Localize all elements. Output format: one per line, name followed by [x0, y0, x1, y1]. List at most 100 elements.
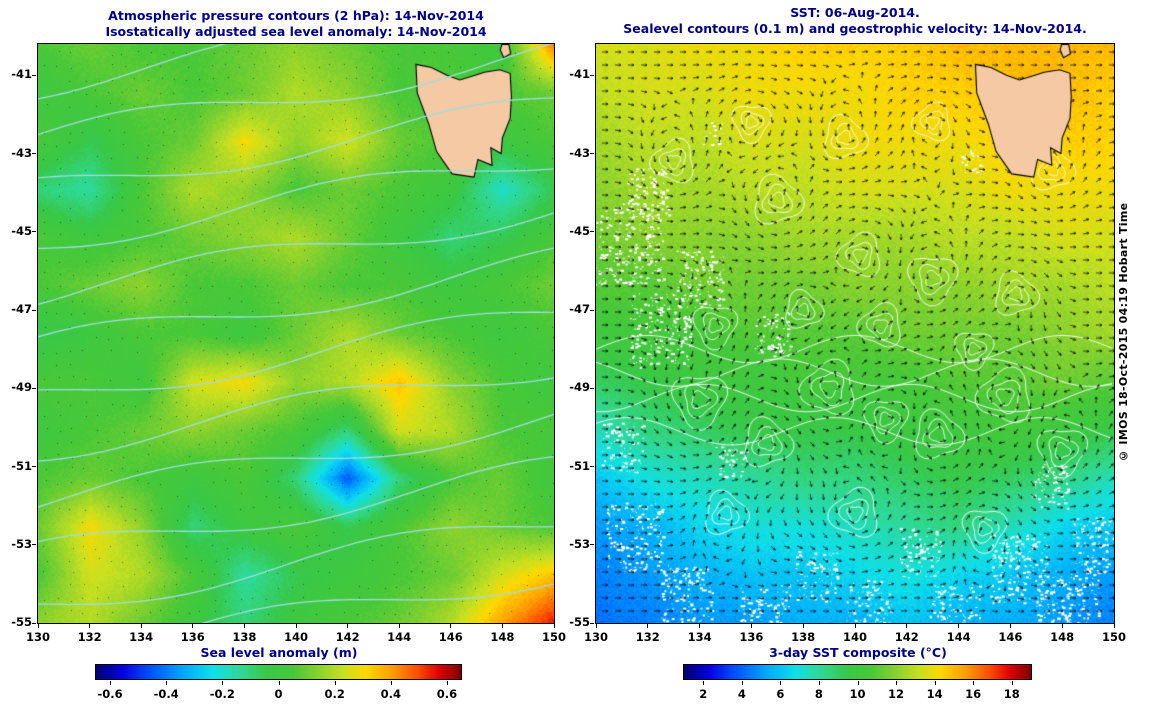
lat-tick-label: -49 — [569, 380, 590, 395]
lon-tick-label: 140 — [283, 630, 309, 644]
lon-tick — [243, 624, 245, 628]
lon-tick-label: 134 — [687, 630, 712, 644]
lon-tick-label: 142 — [894, 630, 919, 644]
lon-tick-label: 144 — [387, 630, 412, 644]
lon-tick-label: 132 — [77, 630, 102, 644]
lat-tick-label: -53 — [569, 536, 590, 551]
lat-tick — [590, 153, 594, 155]
lon-tick — [140, 624, 142, 628]
colorbar-tick-label: 4 — [737, 687, 746, 701]
colorbar-tick-label: 14 — [926, 687, 943, 701]
colorbar-tick-label: 16 — [965, 687, 982, 701]
lat-tick-label: -41 — [569, 67, 590, 82]
left-title-line1: Atmospheric pressure contours (2 hPa): 1… — [108, 8, 484, 23]
lon-tick — [398, 624, 400, 628]
lon-tick — [802, 624, 804, 628]
lat-tick-label: -41 — [11, 67, 32, 82]
colorbar-tick — [334, 681, 336, 685]
colorbar-tick — [390, 681, 392, 685]
lon-tick-label: 146 — [438, 630, 463, 644]
right-title-line1: SST: 06-Aug-2014. — [790, 5, 920, 20]
lon-tick-label: 136 — [739, 630, 764, 644]
lon-tick-label: 144 — [946, 630, 971, 644]
lat-tick — [32, 466, 36, 467]
lat-tick-label: -45 — [569, 223, 590, 238]
right-map-canvas — [595, 43, 1115, 624]
lat-tick-label: -49 — [11, 380, 32, 395]
colorbar-tick — [110, 681, 112, 685]
lon-tick — [37, 624, 39, 628]
lat-tick — [32, 153, 36, 155]
colorbar-tick-label: 0.2 — [324, 687, 345, 701]
right-colorbar-canvas — [683, 664, 1032, 680]
colorbar-tick — [973, 681, 975, 685]
lon-tick-label: 140 — [842, 630, 868, 644]
lat-tick — [32, 74, 36, 76]
lat-tick-label: -51 — [569, 458, 590, 473]
lat-tick-label: -55 — [11, 615, 32, 629]
lon-tick-label: 130 — [583, 630, 609, 644]
lon-tick-label: 138 — [791, 630, 816, 644]
lon-tick — [750, 624, 752, 628]
lon-tick — [501, 624, 503, 628]
right-colorbar-label: 3-day SST composite (°C) — [769, 645, 947, 660]
lon-tick-label: 132 — [635, 630, 660, 644]
lat-tick — [590, 544, 594, 546]
lon-tick-label: 150 — [1101, 630, 1127, 644]
colorbar-tick-label: 8 — [814, 687, 823, 701]
lon-tick-label: 148 — [490, 630, 515, 644]
imos-watermark: © IMOS 18-Oct-2015 04:19 Hobart Time — [1117, 202, 1130, 463]
lon-tick-label: 138 — [232, 630, 257, 644]
left-colorbar-label: Sea level anomaly (m) — [200, 645, 358, 660]
left-map-canvas — [37, 43, 555, 624]
colorbar-tick-label: 0.6 — [436, 687, 458, 701]
lon-tick — [347, 624, 349, 628]
lat-tick — [32, 231, 36, 233]
right-title-line2: Sealevel contours (0.1 m) and geostrophi… — [623, 21, 1087, 36]
lat-tick — [32, 544, 36, 546]
lon-tick — [647, 624, 649, 628]
lon-tick — [595, 624, 597, 628]
colorbar-tick — [780, 681, 782, 685]
colorbar-tick — [222, 681, 224, 685]
lon-tick-label: 148 — [1050, 630, 1075, 644]
lat-tick — [590, 309, 594, 311]
lat-tick-label: -47 — [569, 302, 590, 317]
lon-tick — [192, 624, 194, 628]
lon-tick — [1061, 624, 1063, 628]
lon-tick-label: 142 — [335, 630, 360, 644]
lon-tick — [958, 624, 960, 628]
lat-tick — [590, 231, 594, 233]
lat-tick-label: -51 — [11, 458, 32, 473]
left-title-line2: Isostatically adjusted sea level anomaly… — [105, 24, 487, 39]
colorbar-tick — [446, 681, 448, 685]
lat-tick-label: -55 — [569, 615, 590, 629]
colorbar-tick-label: 12 — [888, 687, 905, 701]
lon-tick-label: 146 — [998, 630, 1023, 644]
lat-tick-label: -53 — [11, 536, 32, 551]
colorbar-tick — [741, 681, 743, 685]
colorbar-tick — [166, 681, 168, 685]
lon-tick — [1113, 624, 1115, 628]
lat-tick — [590, 466, 594, 467]
lon-tick — [295, 624, 297, 628]
colorbar-tick-label: -0.6 — [97, 687, 123, 701]
lon-tick — [553, 624, 555, 628]
colorbar-tick — [703, 681, 705, 685]
colorbar-tick-label: -0.4 — [153, 687, 179, 701]
colorbar-tick-label: 0 — [274, 687, 283, 701]
colorbar-tick — [934, 681, 936, 685]
colorbar-tick — [818, 681, 820, 685]
colorbar-tick-label: 18 — [1003, 687, 1020, 701]
colorbar-tick — [896, 681, 898, 685]
colorbar-tick — [1011, 681, 1013, 685]
colorbar-tick — [278, 681, 280, 685]
lon-tick — [450, 624, 452, 628]
lat-tick — [32, 387, 36, 389]
colorbar-tick-label: 0.4 — [380, 687, 401, 701]
lat-tick — [590, 622, 594, 624]
lat-tick-label: -47 — [11, 302, 32, 317]
left-colorbar-canvas — [95, 664, 462, 680]
lon-tick — [906, 624, 908, 628]
